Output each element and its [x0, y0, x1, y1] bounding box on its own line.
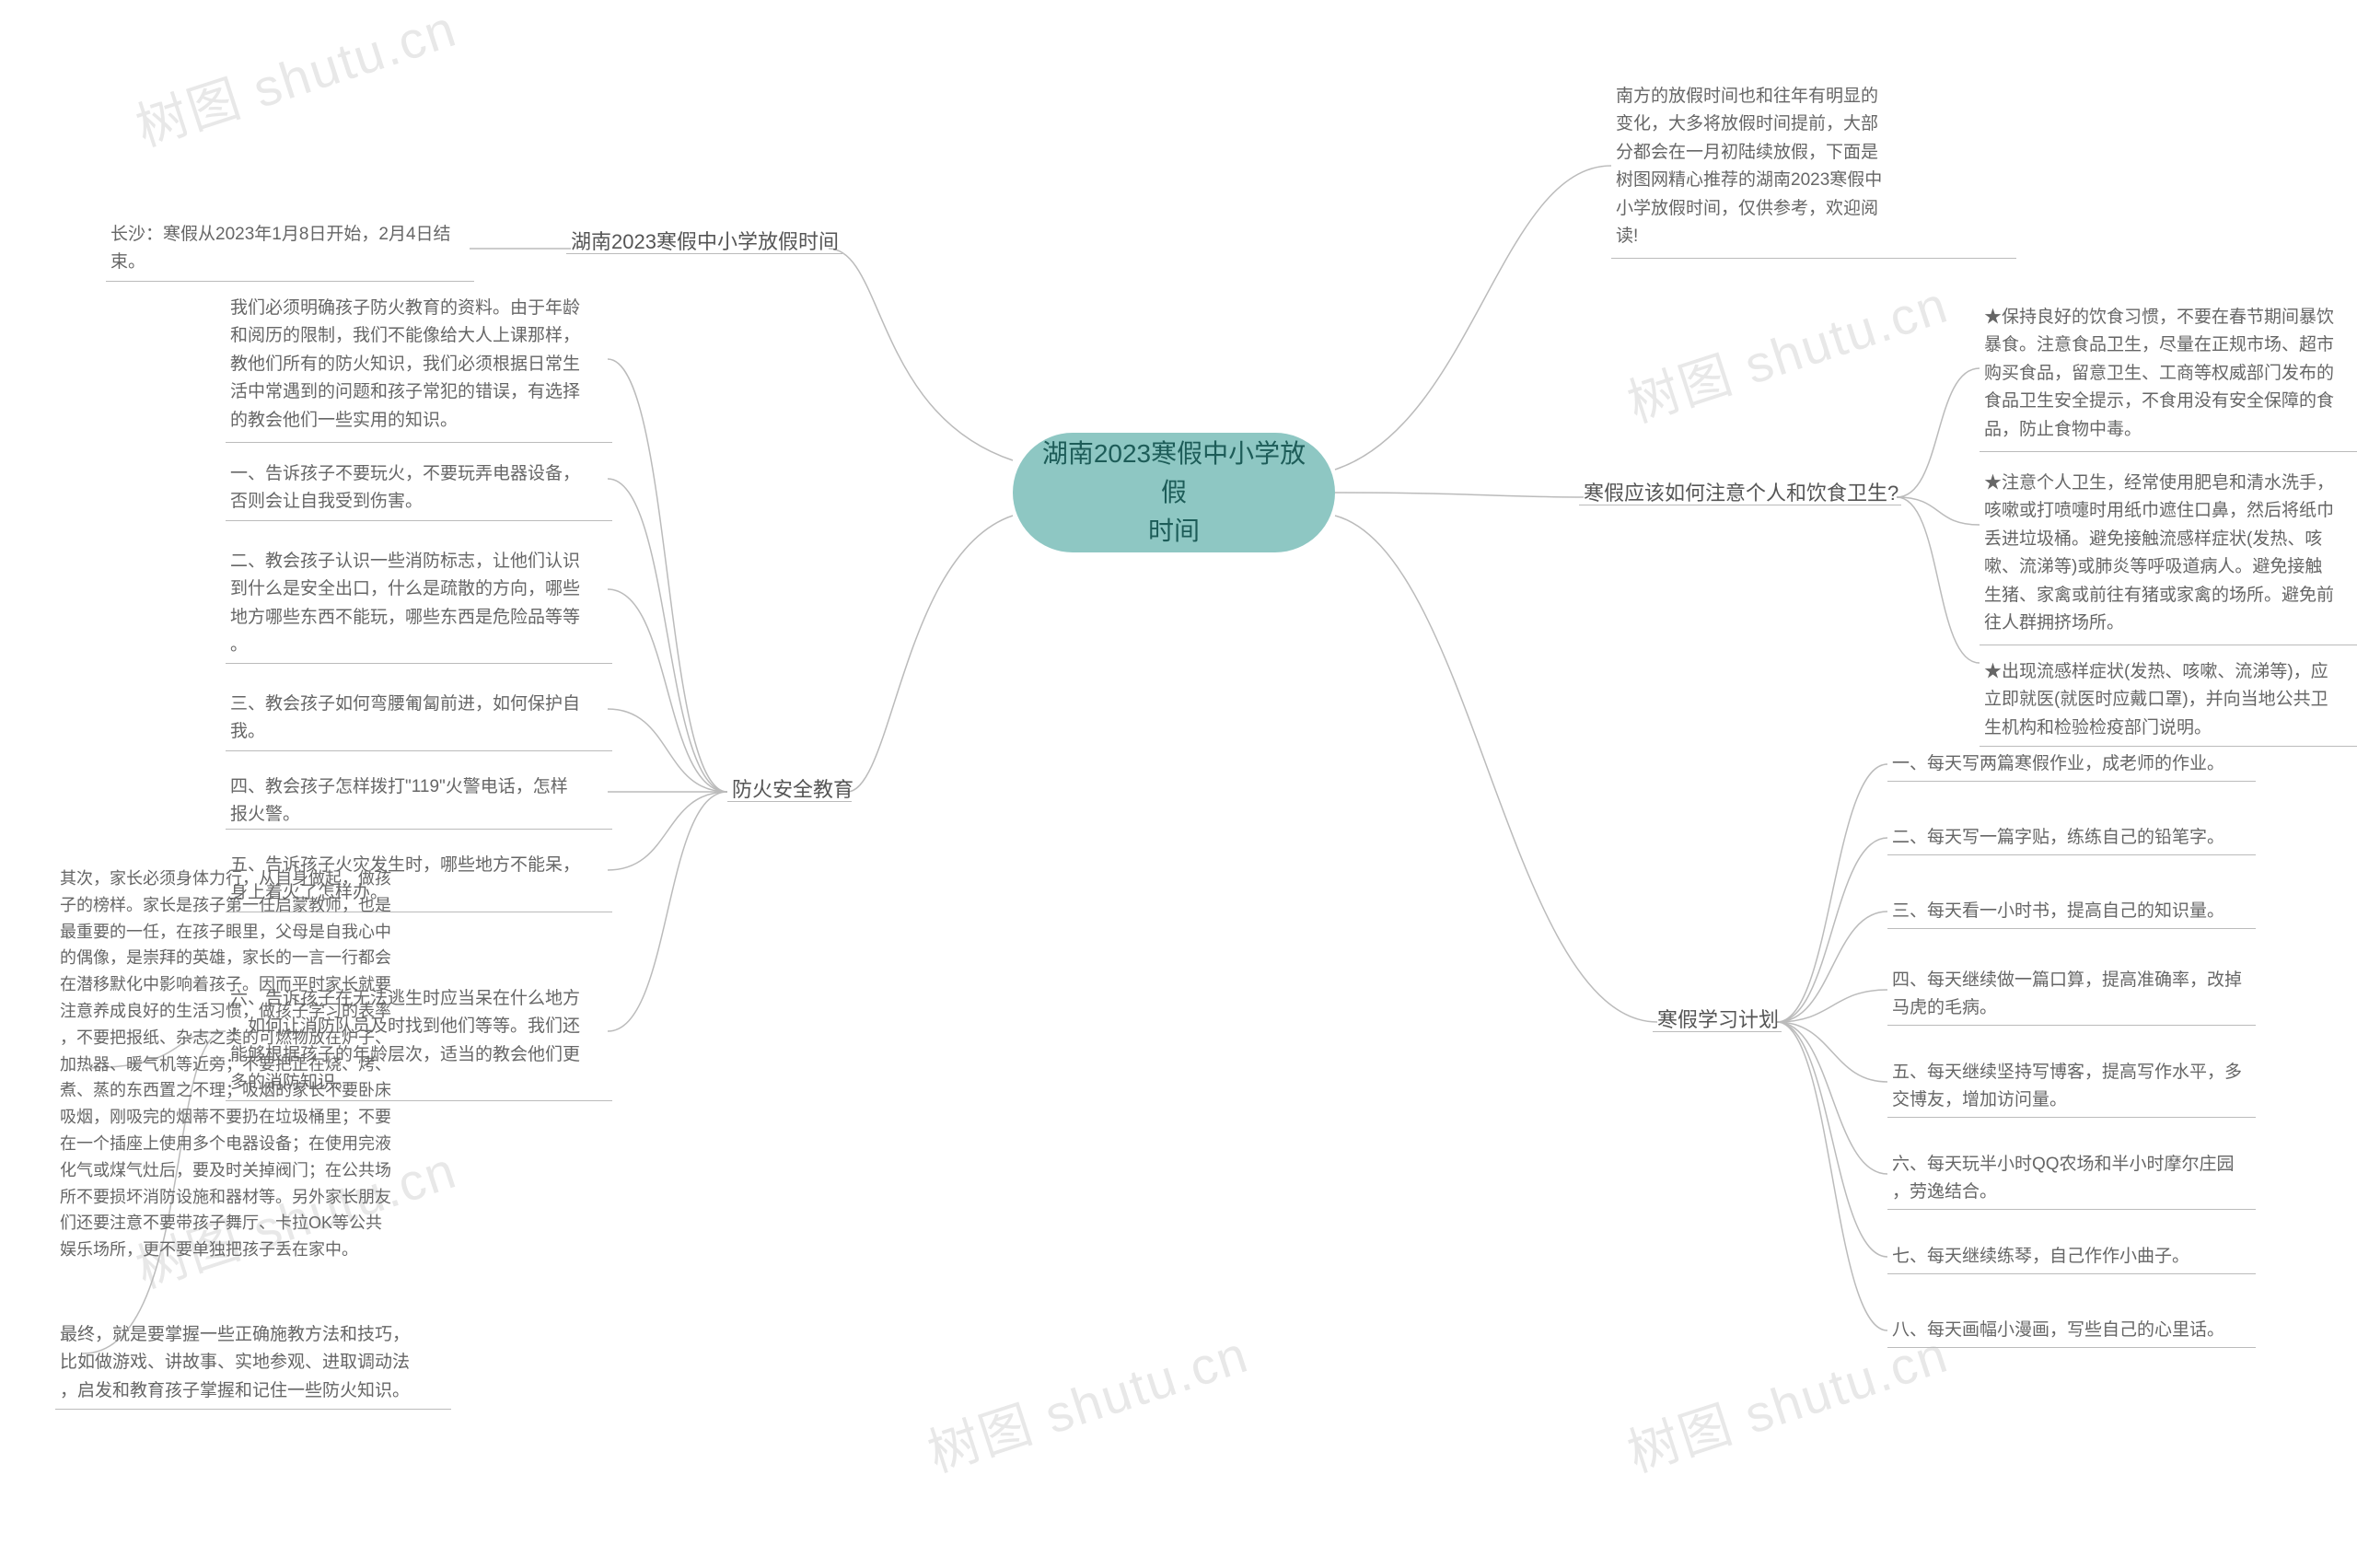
plan-item-3-underline — [1887, 928, 2256, 929]
plan-item-4-underline — [1887, 1025, 2256, 1026]
center-title: 湖南2023寒假中小学放假 时间 — [1031, 435, 1317, 551]
plan-item-5: 五、每天继续坚持写博客，提高写作水平，多 交博友，增加访问量。 — [1892, 1059, 2279, 1115]
hygiene-item-3: ★出现流感样症状(发热、咳嗽、流涕等)，应 立即就医(就医时应戴口罩)，并向当地… — [1984, 658, 2352, 742]
plan-item-8: 八、每天画幅小漫画，写些自己的心里话。 — [1892, 1317, 2279, 1344]
fire-item-1: 一、告诉孩子不要玩火，不要玩弄电器设备， 否则会让自我受到伤害。 — [230, 460, 617, 517]
plan-item-3: 三、每天看一小时书，提高自己的知识量。 — [1892, 898, 2279, 925]
plan-item-6: 六、每天玩半小时QQ农场和半小时摩尔庄园 ，劳逸结合。 — [1892, 1151, 2279, 1207]
plan-item-2-underline — [1887, 854, 2256, 855]
plan-item-2: 二、每天写一篇字贴，练练自己的铅笔字。 — [1892, 824, 2279, 852]
left-time-underline — [566, 253, 842, 254]
fire-item-3: 三、教会孩子如何弯腰匍匐前进，如何保护自 我。 — [230, 691, 617, 747]
left-time-leaf-underline — [106, 281, 474, 282]
plan-item-1: 一、每天写两篇寒假作业，成老师的作业。 — [1892, 750, 2279, 778]
fire-item-4-underline — [226, 829, 612, 830]
fire-item-2: 二、教会孩子认识一些消防标志，让他们认识 到什么是安全出口，什么是疏散的方向，哪… — [230, 548, 617, 660]
branch-fire: 防火安全教育 — [732, 773, 853, 803]
branch-plan: 寒假学习计划 — [1657, 1004, 1779, 1033]
plan-item-6-underline — [1887, 1209, 2256, 1210]
plan-item-4: 四、每天继续做一篇口算，提高准确率，改掉 马虎的毛病。 — [1892, 967, 2279, 1023]
fire-extra-2-underline — [55, 1409, 451, 1410]
hygiene-item-1-underline — [1980, 451, 2357, 452]
watermark: 树图 shutu.cn — [917, 1313, 1257, 1487]
hygiene-item-2: ★注意个人卫生，经常使用肥皂和清水洗手， 咳嗽或打喷嚏时用纸巾遮住口鼻，然后将纸… — [1984, 470, 2352, 637]
plan-item-8-underline — [1887, 1347, 2256, 1348]
fire-intro-underline — [226, 442, 612, 443]
plan-underline — [1653, 1031, 1782, 1032]
fire-intro: 我们必须明确孩子防火教育的资料。由于年龄 和阅历的限制，我们不能像给大人上课那样… — [230, 295, 617, 435]
intro-leaf: 南方的放假时间也和往年有明显的 变化，大多将放假时间提前，大部 分都会在一月初陆… — [1616, 83, 2012, 250]
fire-item-2-underline — [226, 663, 612, 664]
fire-item-3-underline — [226, 750, 612, 751]
fire-extra-1: 其次，家长必须身体力行，从自身做起，做孩 子的榜样。家长是孩子第一任启蒙教师，也… — [60, 865, 447, 1263]
branch-hygiene: 寒假应该如何注意个人和饮食卫生? — [1584, 477, 1898, 506]
intro-underline — [1611, 258, 2016, 259]
center-node: 湖南2023寒假中小学放假 时间 — [1013, 433, 1335, 552]
hygiene-item-1: ★保持良好的饮食习惯，不要在春节期间暴饮 暴食。注意食品卫生，尽量在正规市场、超… — [1984, 304, 2352, 444]
hygiene-item-3-underline — [1980, 746, 2357, 747]
fire-item-1-underline — [226, 520, 612, 521]
watermark: 树图 shutu.cn — [1617, 263, 1956, 437]
fire-item-4: 四、教会孩子怎样拨打"119"火警电话，怎样 报火警。 — [230, 773, 617, 830]
fire-underline — [727, 801, 852, 802]
plan-item-5-underline — [1887, 1117, 2256, 1118]
fire-extra-2: 最终，就是要掌握一些正确施教方法和技巧， 比如做游戏、讲故事、实地参观、进取调动… — [60, 1321, 447, 1405]
watermark: 树图 shutu.cn — [125, 0, 465, 161]
plan-item-7: 七、每天继续练琴，自己作作小曲子。 — [1892, 1243, 2279, 1271]
left-time-leaf: 长沙：寒假从2023年1月8日开始，2月4日结 束。 — [110, 221, 488, 277]
plan-item-1-underline — [1887, 781, 2256, 782]
plan-item-7-underline — [1887, 1273, 2256, 1274]
branch-left-time: 湖南2023寒假中小学放假时间 — [571, 226, 839, 255]
